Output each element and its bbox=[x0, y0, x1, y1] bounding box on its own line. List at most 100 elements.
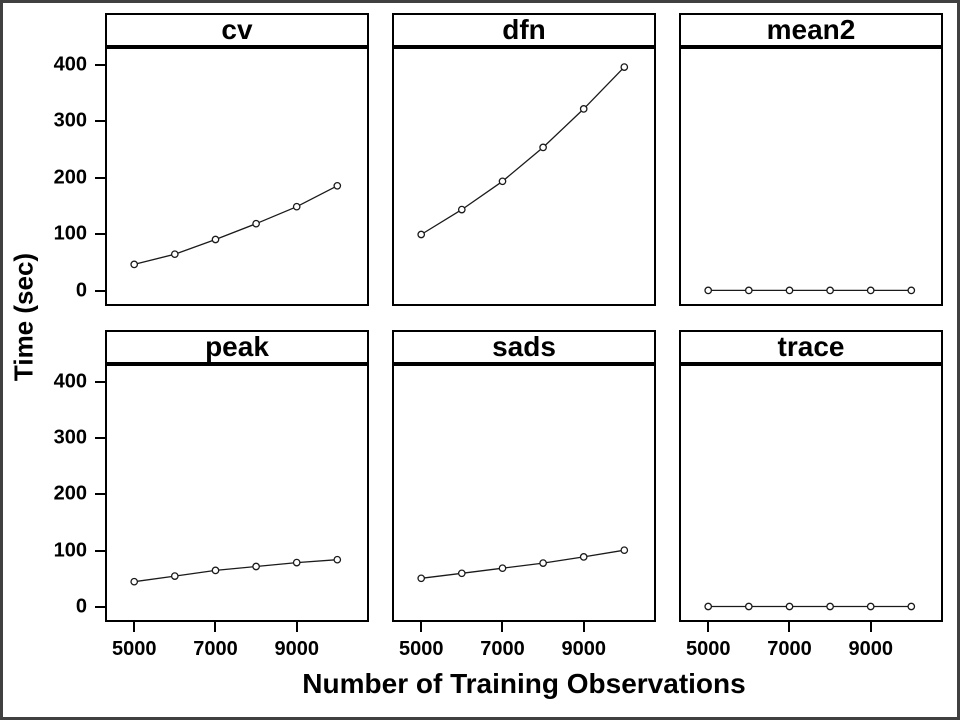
x-tick-label: 9000 bbox=[848, 638, 893, 660]
panel-mean2: mean2 bbox=[679, 13, 943, 306]
series-trace bbox=[704, 602, 916, 611]
y-tick-mark bbox=[95, 176, 105, 179]
strip-label: mean2 bbox=[766, 14, 856, 45]
series-cv bbox=[130, 181, 342, 269]
series-peak bbox=[130, 555, 342, 586]
y-tick-label: 100 bbox=[53, 222, 87, 245]
data-point bbox=[170, 572, 179, 580]
data-point bbox=[333, 555, 342, 564]
y-tick-mark bbox=[95, 606, 105, 609]
data-point bbox=[620, 546, 629, 555]
data-point bbox=[417, 574, 426, 583]
data-point bbox=[744, 602, 753, 611]
x-tick-label: 7000 bbox=[480, 638, 525, 660]
y-tick-mark bbox=[95, 493, 105, 496]
x-tick-label: 5000 bbox=[111, 638, 157, 660]
strip-label: trace bbox=[777, 331, 845, 362]
data-point bbox=[744, 286, 753, 295]
strip-sads: sads bbox=[392, 330, 656, 366]
data-point bbox=[498, 177, 507, 186]
y-tick-label: 400 bbox=[53, 370, 87, 393]
data-point bbox=[252, 562, 260, 571]
data-point bbox=[130, 260, 139, 269]
x-tick-mark bbox=[133, 622, 136, 632]
y-tick-mark bbox=[95, 233, 105, 236]
x-tick-mark bbox=[420, 622, 423, 632]
data-point bbox=[579, 105, 588, 113]
data-point bbox=[826, 602, 834, 611]
data-point bbox=[539, 143, 547, 152]
y-tick-label: 400 bbox=[53, 53, 87, 76]
data-line bbox=[421, 549, 625, 579]
y-tick-label: 300 bbox=[53, 109, 87, 132]
data-point bbox=[539, 559, 547, 567]
panel-sads: sads 5000 7000 9000 bbox=[392, 330, 656, 660]
data-point bbox=[170, 250, 179, 259]
y-tick-mark bbox=[95, 380, 105, 383]
x-tick-label: 7000 bbox=[193, 638, 238, 660]
y-tick-label: 300 bbox=[53, 426, 87, 449]
data-point bbox=[704, 602, 713, 611]
data-point bbox=[866, 286, 875, 295]
data-point bbox=[498, 564, 507, 573]
x-tick-label: 9000 bbox=[561, 638, 606, 660]
x-tick-mark bbox=[788, 622, 791, 632]
x-tick-label: 9000 bbox=[274, 638, 319, 660]
data-point bbox=[211, 235, 220, 244]
data-point bbox=[826, 286, 834, 295]
x-tick-label: 5000 bbox=[398, 638, 444, 660]
x-tick-label: 7000 bbox=[767, 638, 812, 660]
y-tick-label: 200 bbox=[53, 166, 87, 189]
data-point bbox=[579, 553, 588, 561]
y-tick-label: 100 bbox=[53, 539, 87, 562]
strip-mean2: mean2 bbox=[679, 13, 943, 49]
strip-label: dfn bbox=[502, 14, 546, 45]
panel-cv: cv 0 100 200 300 400 bbox=[54, 13, 369, 306]
y-tick-mark bbox=[95, 63, 105, 66]
data-point bbox=[292, 558, 301, 567]
plot-area-peak: 0 100 200 300 400 5000 7000 9000 bbox=[54, 366, 369, 660]
y-tick-mark bbox=[95, 549, 105, 552]
data-point bbox=[130, 577, 139, 586]
x-tick-mark bbox=[295, 622, 298, 632]
data-point bbox=[785, 286, 794, 295]
y-tick-mark bbox=[95, 289, 105, 292]
strip-peak: peak bbox=[105, 330, 369, 366]
panel-peak: peak 0 100 200 300 400 5000 7000 9000 bbox=[54, 330, 369, 660]
data-line bbox=[134, 559, 338, 583]
data-point bbox=[785, 602, 794, 611]
data-point bbox=[457, 569, 466, 578]
panel-grid: cv 0 100 200 300 400 dfn mean2 peak 0 100 200 300 400… bbox=[54, 13, 943, 660]
series-sads bbox=[417, 546, 629, 583]
series-mean2 bbox=[704, 286, 916, 295]
data-point bbox=[333, 181, 342, 190]
strip-label: cv bbox=[221, 14, 253, 45]
strip-label: peak bbox=[205, 331, 269, 362]
x-tick-label: 5000 bbox=[685, 638, 731, 660]
x-tick-mark bbox=[869, 622, 872, 632]
strip-cv: cv bbox=[105, 13, 369, 49]
data-point bbox=[907, 602, 916, 611]
data-line bbox=[134, 185, 338, 266]
y-tick-label: 0 bbox=[75, 595, 87, 618]
y-tick-label: 200 bbox=[53, 482, 87, 505]
y-tick-mark bbox=[95, 120, 105, 123]
panel-dfn: dfn bbox=[392, 13, 656, 306]
data-point bbox=[457, 205, 466, 214]
strip-trace: trace bbox=[679, 330, 943, 366]
data-point bbox=[620, 63, 629, 71]
series-dfn bbox=[417, 63, 629, 239]
plot-area-mean2 bbox=[679, 49, 943, 306]
x-tick-mark bbox=[501, 622, 504, 632]
x-axis-title: Number of Training Observations bbox=[302, 668, 746, 699]
x-tick-mark bbox=[582, 622, 585, 632]
strip-label: sads bbox=[492, 331, 556, 362]
y-tick-mark bbox=[95, 437, 105, 440]
y-tick-label: 0 bbox=[75, 279, 87, 302]
strip-dfn: dfn bbox=[392, 13, 656, 49]
data-point bbox=[292, 202, 301, 211]
data-point bbox=[211, 566, 220, 575]
y-axis-title: Time (sec) bbox=[8, 252, 39, 382]
data-point bbox=[417, 230, 426, 239]
